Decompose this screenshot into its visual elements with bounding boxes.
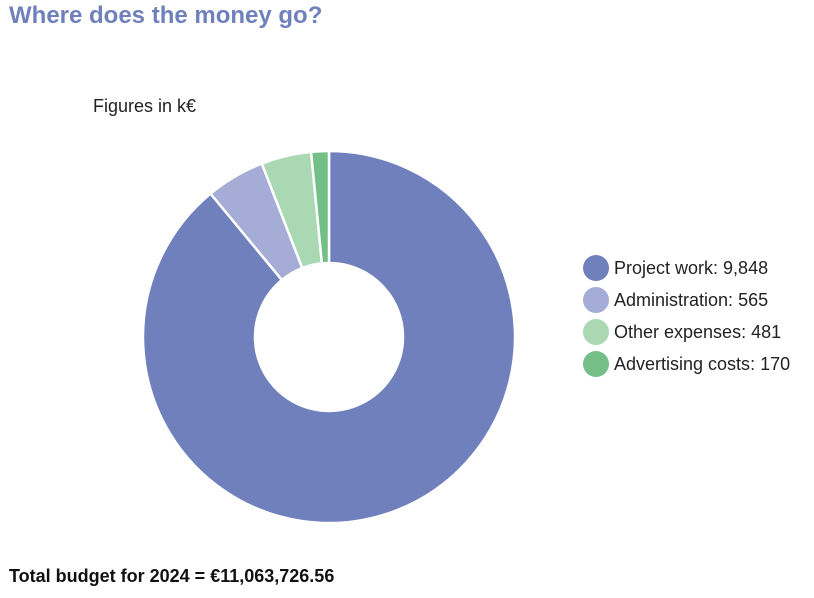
total-budget-text: Total budget for 2024 = €11,063,726.56 — [9, 566, 335, 586]
legend-item[interactable]: Advertising costs: 170 — [583, 348, 790, 380]
legend-item[interactable]: Other expenses: 481 — [583, 316, 790, 348]
legend-label: Administration: 565 — [614, 289, 769, 310]
chart-legend: Project work: 9,848 Administration: 565 … — [583, 252, 790, 380]
legend-swatch — [583, 319, 609, 345]
legend-item[interactable]: Administration: 565 — [583, 284, 790, 316]
legend-item[interactable]: Project work: 9,848 — [583, 252, 790, 284]
legend-swatch — [583, 255, 609, 281]
legend-swatch — [583, 287, 609, 313]
legend-label: Other expenses: 481 — [614, 321, 782, 342]
slice-project-work[interactable] — [141, 149, 517, 525]
page-title: Where does the money go? — [9, 2, 323, 29]
slice-advertising-costs[interactable] — [309, 149, 331, 265]
legend-swatch — [583, 351, 609, 377]
legend-label: Advertising costs: 170 — [614, 353, 791, 374]
chart-subtitle: Figures in k€ — [93, 96, 197, 116]
legend-label: Project work: 9,848 — [614, 257, 769, 278]
